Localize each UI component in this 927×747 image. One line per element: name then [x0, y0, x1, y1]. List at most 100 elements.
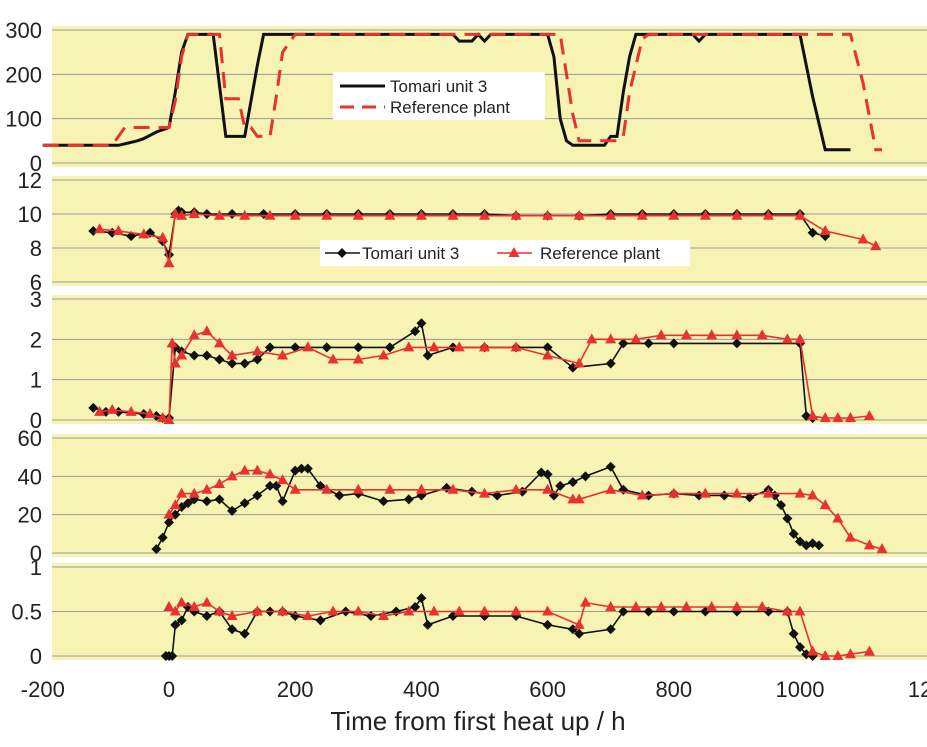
legend: Tomari unit 3 Reference plant [333, 72, 545, 120]
y-tick-label: 0.5 [11, 600, 42, 625]
legend-marker [337, 248, 347, 258]
data-point [655, 601, 667, 612]
data-point [321, 483, 333, 494]
data-point [378, 496, 389, 507]
data-point [574, 628, 585, 639]
data-point [213, 605, 225, 616]
series-line [42, 32, 882, 152]
y-tick-label: 20 [18, 503, 42, 528]
data-point [655, 329, 667, 340]
data-point [226, 349, 238, 360]
data-point [239, 498, 250, 509]
data-point [731, 209, 743, 220]
data-point [353, 342, 364, 353]
data-point [586, 333, 598, 344]
data-point [378, 349, 390, 360]
x-tick-label: -200 [21, 677, 65, 702]
data-point [176, 615, 187, 626]
data-point [870, 240, 882, 251]
data-point [832, 512, 844, 523]
data-point [334, 490, 345, 501]
data-point [151, 544, 162, 555]
data-point [605, 601, 617, 612]
data-point [384, 342, 395, 353]
data-point [863, 645, 875, 656]
data-point [378, 609, 390, 620]
data-point [706, 329, 718, 340]
data-point [819, 499, 831, 510]
data-point [138, 228, 150, 239]
y-tick-label: 10 [18, 202, 42, 227]
data-point [201, 496, 212, 507]
data-point [264, 342, 275, 353]
panel-5: 00.51 [11, 555, 927, 669]
legend-marker [508, 247, 520, 257]
y-tick-label: 3 [30, 287, 42, 312]
x-tick-label: 600 [529, 677, 566, 702]
data-point [857, 233, 869, 244]
data-point [213, 209, 225, 220]
data-point [352, 209, 364, 220]
data-point [832, 411, 844, 422]
data-point [201, 209, 212, 219]
x-tick-label: 400 [403, 677, 440, 702]
data-point [510, 209, 522, 220]
data-point [201, 610, 212, 621]
data-point [384, 209, 396, 220]
data-point [776, 500, 787, 511]
data-point [144, 407, 156, 418]
legend-box [333, 72, 545, 120]
y-tick-label: 0 [30, 151, 42, 176]
data-point [794, 333, 806, 344]
data-point [94, 223, 106, 234]
data-point [668, 606, 679, 617]
data-point [794, 209, 806, 220]
data-point [226, 609, 238, 620]
data-point [555, 480, 566, 491]
data-point [415, 209, 427, 220]
data-point [542, 469, 553, 480]
data-point [731, 601, 743, 612]
data-point [214, 354, 225, 365]
data-point [239, 358, 250, 369]
data-point [479, 209, 490, 220]
data-point [169, 357, 181, 368]
data-point [756, 601, 768, 612]
data-point [618, 338, 629, 349]
data-point [428, 605, 440, 616]
data-point [699, 487, 711, 498]
data-point [731, 338, 742, 349]
data-point [226, 470, 238, 481]
data-point [410, 326, 421, 337]
data-point [289, 483, 301, 494]
data-point [706, 601, 718, 612]
data-point [542, 619, 553, 630]
data-point [163, 508, 175, 519]
data-point [781, 605, 793, 616]
y-tick-label: 100 [5, 107, 42, 132]
data-point [479, 487, 490, 498]
data-point [176, 502, 187, 512]
data-point [188, 601, 200, 612]
data-point [176, 596, 188, 607]
data-point [166, 337, 178, 348]
y-tick-label: 2 [30, 327, 42, 352]
series-line [165, 596, 813, 657]
data-point [189, 350, 200, 361]
data-point [416, 318, 427, 329]
data-point [176, 349, 188, 360]
legend-label: Reference plant [540, 244, 660, 263]
data-point [157, 532, 168, 543]
data-point [302, 463, 313, 474]
data-point [277, 349, 289, 360]
data-point [510, 605, 522, 616]
data-point [542, 349, 554, 360]
data-point [605, 461, 616, 472]
data-point [744, 492, 755, 503]
data-point [605, 209, 617, 220]
data-point [807, 227, 818, 238]
data-point [447, 209, 459, 220]
data-point [169, 208, 181, 218]
data-point [113, 225, 125, 235]
